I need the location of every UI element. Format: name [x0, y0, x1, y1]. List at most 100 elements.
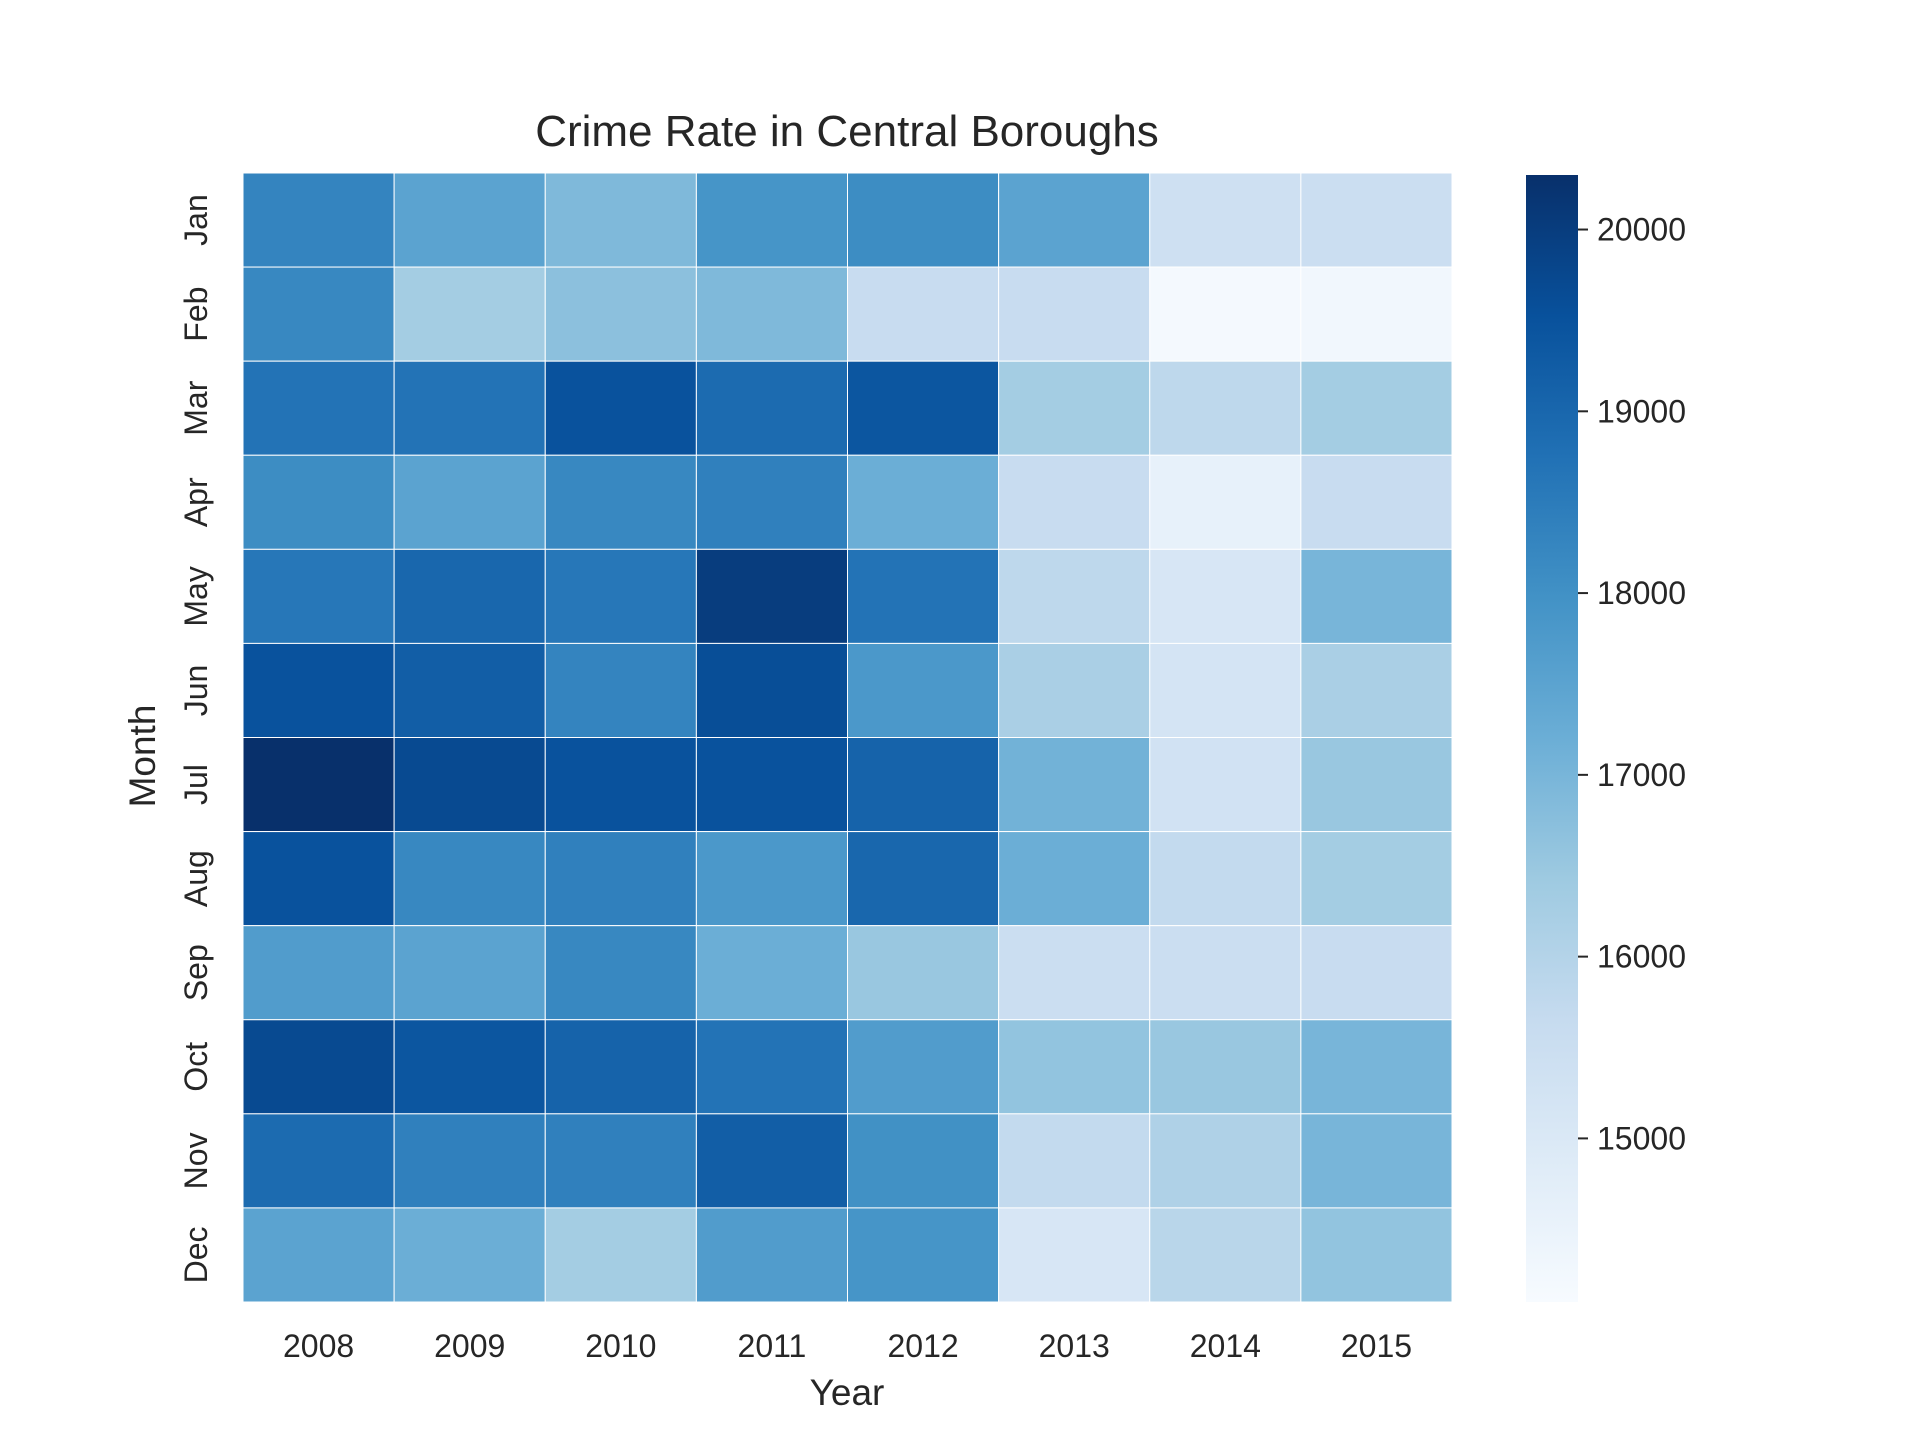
- heatmap-cell-nov-2010: [544, 1113, 697, 1209]
- heatmap-cell-feb-2011: [695, 266, 848, 362]
- y-tick-label: Nov: [178, 1132, 214, 1189]
- x-tick-label: 2008: [283, 1328, 354, 1364]
- heatmap-cell-jul-2014: [1149, 737, 1302, 833]
- heatmap-cell-mar-2013: [998, 360, 1151, 456]
- heatmap-cell-mar-2014: [1149, 360, 1302, 456]
- heatmap-cell-jun-2008: [242, 642, 395, 739]
- heatmap-cell-mar-2011: [695, 360, 848, 456]
- heatmap-cell-jul-2011: [695, 737, 848, 833]
- heatmap-cell-sep-2009: [393, 925, 546, 1021]
- heatmap-cell-aug-2012: [847, 831, 1000, 927]
- heatmap-cell-dec-2015: [1300, 1207, 1453, 1303]
- heatmap-cell-sep-2012: [847, 925, 1000, 1021]
- heatmap-cell-aug-2009: [393, 831, 546, 927]
- colorbar-tick-label: 17000: [1597, 757, 1686, 793]
- y-tick-label: Feb: [178, 287, 214, 342]
- colorbar-tick-label: 16000: [1597, 939, 1686, 975]
- heatmap-cell-apr-2014: [1149, 454, 1302, 550]
- y-tick-label: May: [178, 566, 214, 626]
- heatmap-cell-dec-2011: [695, 1207, 848, 1303]
- heatmap-cell-oct-2015: [1300, 1019, 1453, 1115]
- heatmap-cell-apr-2010: [544, 454, 697, 550]
- heatmap-cell-apr-2012: [847, 454, 1000, 550]
- heatmap-cell-may-2008: [242, 548, 395, 644]
- heatmap-cell-may-2014: [1149, 548, 1302, 644]
- heatmap-cell-jul-2009: [393, 737, 546, 833]
- x-tick-label: 2011: [738, 1328, 807, 1364]
- heatmap-cell-jul-2008: [242, 737, 395, 833]
- heatmap-cell-feb-2014: [1149, 266, 1302, 362]
- heatmap-cell-mar-2015: [1300, 360, 1453, 456]
- heatmap-cell-jan-2008: [242, 172, 395, 268]
- y-tick-label: Jul: [178, 764, 214, 805]
- heatmap-cell-mar-2012: [847, 360, 1000, 456]
- heatmap-cell-feb-2008: [242, 266, 395, 362]
- heatmap-cell-may-2009: [393, 548, 546, 644]
- heatmap-cell-mar-2009: [393, 360, 546, 456]
- heatmap-cell-sep-2014: [1149, 925, 1302, 1021]
- heatmap-cell-jan-2013: [998, 172, 1151, 268]
- heatmap-cell-jun-2015: [1300, 642, 1453, 739]
- heatmap-cell-mar-2010: [544, 360, 697, 456]
- heatmap-cell-jun-2013: [998, 642, 1151, 739]
- heatmap-cell-oct-2008: [242, 1019, 395, 1115]
- heatmap-cell-apr-2013: [998, 454, 1151, 550]
- heatmap-cell-may-2011: [695, 548, 848, 644]
- heatmap-cell-aug-2011: [695, 831, 848, 927]
- colorbar: [1526, 175, 1578, 1302]
- heatmap-cell-oct-2014: [1149, 1019, 1302, 1115]
- x-tick-label: 2009: [434, 1328, 505, 1364]
- heatmap-cell-jul-2010: [544, 737, 697, 833]
- heatmap-cell-jan-2011: [695, 172, 848, 268]
- heatmap-cell-dec-2012: [847, 1207, 1000, 1303]
- colorbar-tick-label: 18000: [1597, 575, 1686, 611]
- heatmap-cell-aug-2014: [1149, 831, 1302, 927]
- heatmap-cell-aug-2010: [544, 831, 697, 927]
- heatmap-cell-jan-2010: [544, 172, 697, 268]
- heatmap-cell-dec-2013: [998, 1207, 1151, 1303]
- heatmap-cell-nov-2013: [998, 1113, 1151, 1209]
- x-axis-ticks: 2008 2009 2010 2011 2012 2013 2014 2015: [283, 1328, 1412, 1364]
- y-axis-title: Month: [122, 705, 163, 808]
- heatmap-cell-jan-2015: [1300, 172, 1453, 268]
- heatmap-cell-oct-2009: [393, 1019, 546, 1115]
- heatmap-cell-oct-2012: [847, 1019, 1000, 1115]
- chart-title: Crime Rate in Central Boroughs: [535, 107, 1159, 156]
- heatmap-cell-aug-2015: [1300, 831, 1453, 927]
- heatmap-cell-jun-2009: [393, 642, 546, 739]
- heatmap-cell-mar-2008: [242, 360, 395, 456]
- heatmap-cell-may-2013: [998, 548, 1151, 644]
- heatmap-cell-oct-2013: [998, 1019, 1151, 1115]
- heatmap-cell-sep-2010: [544, 925, 697, 1021]
- x-tick-label: 2013: [1039, 1328, 1110, 1364]
- heatmap-cell-feb-2010: [544, 266, 697, 362]
- heatmap-cell-jun-2010: [544, 642, 697, 739]
- heatmap-cell-may-2015: [1300, 548, 1453, 644]
- heatmap-cell-aug-2013: [998, 831, 1151, 927]
- heatmap-cell-may-2010: [544, 548, 697, 644]
- heatmap-cell-apr-2011: [695, 454, 848, 550]
- heatmap-cell-jun-2014: [1149, 642, 1302, 739]
- heatmap-cell-jun-2011: [695, 642, 848, 739]
- heatmap-cell-jul-2012: [847, 737, 1000, 833]
- heatmap-cell-nov-2012: [847, 1113, 1000, 1209]
- x-tick-label: 2014: [1190, 1328, 1261, 1364]
- y-axis-ticks: Jan Feb Mar Apr May Jun Jul Aug Sep Oct Nov Dec: [178, 194, 214, 1283]
- heatmap-cell-apr-2009: [393, 454, 546, 550]
- heatmap-cell-nov-2011: [695, 1113, 848, 1209]
- heatmap-cell-sep-2013: [998, 925, 1151, 1021]
- y-tick-label: Dec: [178, 1227, 214, 1284]
- heatmap-cell-feb-2009: [393, 266, 546, 362]
- heatmap-cell-jun-2012: [847, 642, 1000, 739]
- heatmap-cell-oct-2010: [544, 1019, 697, 1115]
- heatmap-cell-jan-2014: [1149, 172, 1302, 268]
- heatmap-cell-feb-2013: [998, 266, 1151, 362]
- heatmap-cell-dec-2009: [393, 1207, 546, 1303]
- x-tick-label: 2012: [887, 1328, 958, 1364]
- heatmap-cell-may-2012: [847, 548, 1000, 644]
- y-tick-label: Jun: [178, 665, 214, 717]
- heatmap-cell-sep-2008: [242, 925, 395, 1021]
- y-tick-label: Aug: [178, 850, 214, 907]
- heatmap-cell-dec-2014: [1149, 1207, 1302, 1303]
- colorbar-tick-label: 20000: [1597, 212, 1686, 248]
